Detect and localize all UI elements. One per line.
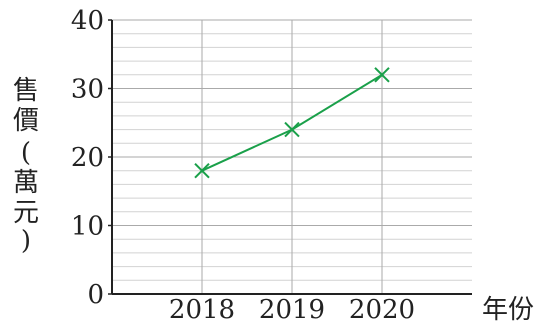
- marker-stroke: [284, 121, 300, 138]
- data-point-marker: [194, 162, 210, 179]
- y-axis-label-char: 元: [12, 198, 39, 228]
- data-point-marker: [284, 121, 300, 138]
- y-tick-label: 10: [71, 212, 104, 242]
- y-tick-label: 0: [87, 280, 104, 310]
- y-axis-label-char: 萬: [12, 168, 39, 198]
- data-series: [194, 67, 390, 179]
- y-axis-label-char: (: [20, 138, 32, 168]
- grid-lines: [112, 19, 472, 294]
- y-axis-label-char: 售: [12, 76, 39, 106]
- y-axis-label-char: 價: [12, 106, 39, 136]
- y-tick-label: 20: [71, 143, 104, 173]
- x-tick-labels: 2018 2019 2020: [169, 295, 415, 325]
- x-tick-label: 2019: [259, 295, 325, 325]
- x-axis-label: 年份: [482, 295, 534, 325]
- x-tick-label: 2020: [349, 295, 415, 325]
- marker-stroke: [194, 162, 210, 179]
- y-tick-labels: 0 10 20 30 40: [71, 6, 104, 310]
- axes: [108, 19, 472, 295]
- y-tick-label: 40: [71, 6, 104, 36]
- y-axis-label-char: ): [20, 226, 32, 256]
- data-point-marker: [374, 67, 390, 83]
- y-tick-label: 30: [71, 75, 104, 105]
- marker-stroke: [374, 67, 390, 83]
- x-tick-label: 2018: [169, 295, 235, 325]
